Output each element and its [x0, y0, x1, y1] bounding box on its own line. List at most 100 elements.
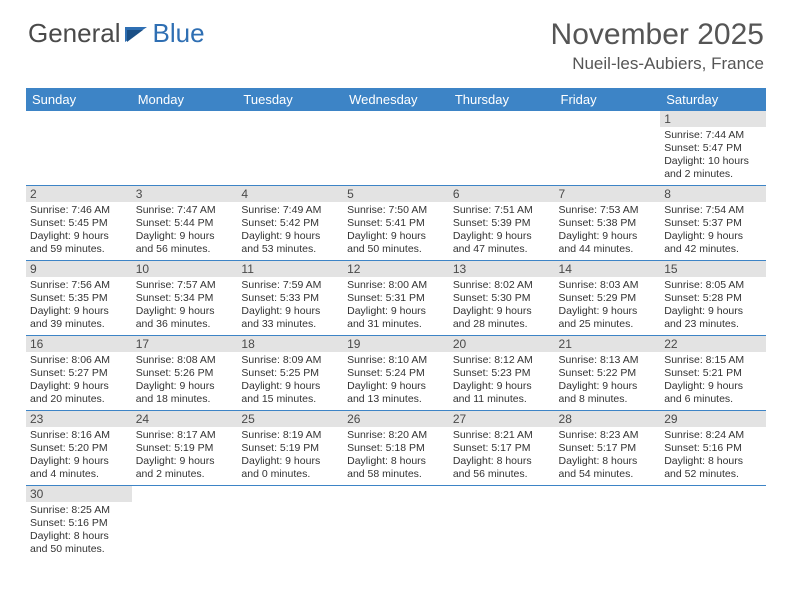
- daylight-text: Daylight: 9 hours and 8 minutes.: [559, 380, 657, 406]
- sun-info: Sunrise: 8:12 AMSunset: 5:23 PMDaylight:…: [453, 354, 551, 407]
- sun-info: Sunrise: 7:47 AMSunset: 5:44 PMDaylight:…: [136, 204, 234, 257]
- sunrise-text: Sunrise: 7:57 AM: [136, 279, 234, 292]
- sunset-text: Sunset: 5:41 PM: [347, 217, 445, 230]
- sunrise-text: Sunrise: 8:06 AM: [30, 354, 128, 367]
- sunset-text: Sunset: 5:16 PM: [664, 442, 762, 455]
- sunrise-text: Sunrise: 7:50 AM: [347, 204, 445, 217]
- day-cell-inner: 24Sunrise: 8:17 AMSunset: 5:19 PMDayligh…: [132, 411, 238, 486]
- day-cell: 16Sunrise: 8:06 AMSunset: 5:27 PMDayligh…: [26, 336, 132, 411]
- empty-cell: [132, 486, 238, 561]
- sunset-text: Sunset: 5:17 PM: [559, 442, 657, 455]
- day-cell: [555, 486, 661, 561]
- day-cell-inner: 2Sunrise: 7:46 AMSunset: 5:45 PMDaylight…: [26, 186, 132, 261]
- location-text: Nueil-les-Aubiers, France: [551, 54, 764, 74]
- day-cell-inner: 6Sunrise: 7:51 AMSunset: 5:39 PMDaylight…: [449, 186, 555, 261]
- empty-cell: [237, 486, 343, 561]
- sunrise-text: Sunrise: 8:25 AM: [30, 504, 128, 517]
- sunrise-text: Sunrise: 7:44 AM: [664, 129, 762, 142]
- sunrise-text: Sunrise: 7:51 AM: [453, 204, 551, 217]
- sun-info: Sunrise: 8:21 AMSunset: 5:17 PMDaylight:…: [453, 429, 551, 482]
- daylight-text: Daylight: 9 hours and 42 minutes.: [664, 230, 762, 256]
- daylight-text: Daylight: 9 hours and 47 minutes.: [453, 230, 551, 256]
- day-number: 22: [660, 336, 766, 352]
- sunrise-text: Sunrise: 7:56 AM: [30, 279, 128, 292]
- sunrise-text: Sunrise: 8:23 AM: [559, 429, 657, 442]
- day-number: 27: [449, 411, 555, 427]
- day-cell: 22Sunrise: 8:15 AMSunset: 5:21 PMDayligh…: [660, 336, 766, 411]
- daylight-text: Daylight: 8 hours and 54 minutes.: [559, 455, 657, 481]
- day-number: 8: [660, 186, 766, 202]
- day-cell-inner: 16Sunrise: 8:06 AMSunset: 5:27 PMDayligh…: [26, 336, 132, 411]
- day-number: 5: [343, 186, 449, 202]
- day-cell: 8 Sunrise: 7:54 AMSunset: 5:37 PMDaylight…: [660, 186, 766, 261]
- title-block: November 2025 Nueil-les-Aubiers, France: [551, 18, 764, 74]
- day-cell: [449, 486, 555, 561]
- daylight-text: Daylight: 9 hours and 11 minutes.: [453, 380, 551, 406]
- day-number: 3: [132, 186, 238, 202]
- sunset-text: Sunset: 5:45 PM: [30, 217, 128, 230]
- week-row: 2Sunrise: 7:46 AMSunset: 5:45 PMDaylight…: [26, 186, 766, 261]
- sunset-text: Sunset: 5:23 PM: [453, 367, 551, 380]
- logo: General Blue: [28, 18, 205, 49]
- sun-info: Sunrise: 8:03 AMSunset: 5:29 PMDaylight:…: [559, 279, 657, 332]
- empty-cell: [343, 486, 449, 561]
- day-cell: [343, 111, 449, 186]
- sunset-text: Sunset: 5:26 PM: [136, 367, 234, 380]
- daylight-text: Daylight: 8 hours and 52 minutes.: [664, 455, 762, 481]
- sun-info: Sunrise: 8:05 AMSunset: 5:28 PMDaylight:…: [664, 279, 762, 332]
- week-row: 9Sunrise: 7:56 AMSunset: 5:35 PMDaylight…: [26, 261, 766, 336]
- logo-text-part1: General: [28, 18, 121, 49]
- day-cell: 2Sunrise: 7:46 AMSunset: 5:45 PMDaylight…: [26, 186, 132, 261]
- week-row: 30Sunrise: 8:25 AMSunset: 5:16 PMDayligh…: [26, 486, 766, 561]
- sun-info: Sunrise: 8:13 AMSunset: 5:22 PMDaylight:…: [559, 354, 657, 407]
- day-cell: 21Sunrise: 8:13 AMSunset: 5:22 PMDayligh…: [555, 336, 661, 411]
- sunrise-text: Sunrise: 7:46 AM: [30, 204, 128, 217]
- empty-cell: [449, 486, 555, 561]
- col-header: Wednesday: [343, 88, 449, 111]
- empty-cell: [555, 486, 661, 561]
- empty-cell: [237, 111, 343, 186]
- sun-info: Sunrise: 7:44 AMSunset: 5:47 PMDaylight:…: [664, 129, 762, 182]
- day-cell: 27 Sunrise: 8:21 AMSunset: 5:17 PMDayligh…: [449, 411, 555, 486]
- day-cell: [132, 486, 238, 561]
- day-number: 12: [343, 261, 449, 277]
- day-cell-inner: 1Sunrise: 7:44 AMSunset: 5:47 PMDaylight…: [660, 111, 766, 186]
- daylight-text: Daylight: 9 hours and 39 minutes.: [30, 305, 128, 331]
- day-cell: 25Sunrise: 8:19 AMSunset: 5:19 PMDayligh…: [237, 411, 343, 486]
- sunrise-text: Sunrise: 8:03 AM: [559, 279, 657, 292]
- sunset-text: Sunset: 5:28 PM: [664, 292, 762, 305]
- daylight-text: Daylight: 9 hours and 4 minutes.: [30, 455, 128, 481]
- day-cell: 1Sunrise: 7:44 AMSunset: 5:47 PMDaylight…: [660, 111, 766, 186]
- sunrise-text: Sunrise: 8:02 AM: [453, 279, 551, 292]
- daylight-text: Daylight: 9 hours and 18 minutes.: [136, 380, 234, 406]
- day-number: 14: [555, 261, 661, 277]
- sunrise-text: Sunrise: 8:05 AM: [664, 279, 762, 292]
- empty-cell: [555, 111, 661, 186]
- daylight-text: Daylight: 9 hours and 56 minutes.: [136, 230, 234, 256]
- daylight-text: Daylight: 9 hours and 15 minutes.: [241, 380, 339, 406]
- sun-info: Sunrise: 8:24 AMSunset: 5:16 PMDaylight:…: [664, 429, 762, 482]
- daylight-text: Daylight: 9 hours and 53 minutes.: [241, 230, 339, 256]
- day-cell-inner: 12 Sunrise: 8:00 AMSunset: 5:31 PMDayligh…: [343, 261, 449, 336]
- sun-info: Sunrise: 8:00 AMSunset: 5:31 PMDaylight:…: [347, 279, 445, 332]
- day-cell-inner: 17Sunrise: 8:08 AMSunset: 5:26 PMDayligh…: [132, 336, 238, 411]
- empty-cell: [343, 111, 449, 186]
- day-number: 7: [555, 186, 661, 202]
- day-cell-inner: 5Sunrise: 7:50 AMSunset: 5:41 PMDaylight…: [343, 186, 449, 261]
- sunrise-text: Sunrise: 8:24 AM: [664, 429, 762, 442]
- sun-info: Sunrise: 8:09 AMSunset: 5:25 PMDaylight:…: [241, 354, 339, 407]
- day-cell-inner: 14 Sunrise: 8:03 AMSunset: 5:29 PMDayligh…: [555, 261, 661, 336]
- daylight-text: Daylight: 9 hours and 25 minutes.: [559, 305, 657, 331]
- day-cell-inner: 13Sunrise: 8:02 AMSunset: 5:30 PMDayligh…: [449, 261, 555, 336]
- sun-info: Sunrise: 7:56 AMSunset: 5:35 PMDaylight:…: [30, 279, 128, 332]
- day-number: 4: [237, 186, 343, 202]
- sun-info: Sunrise: 7:57 AMSunset: 5:34 PMDaylight:…: [136, 279, 234, 332]
- day-cell: 7Sunrise: 7:53 AMSunset: 5:38 PMDaylight…: [555, 186, 661, 261]
- sun-info: Sunrise: 7:54 AMSunset: 5:37 PMDaylight:…: [664, 204, 762, 257]
- sunrise-text: Sunrise: 8:10 AM: [347, 354, 445, 367]
- day-cell-inner: 10Sunrise: 7:57 AMSunset: 5:34 PMDayligh…: [132, 261, 238, 336]
- sunset-text: Sunset: 5:25 PM: [241, 367, 339, 380]
- sunset-text: Sunset: 5:27 PM: [30, 367, 128, 380]
- sunset-text: Sunset: 5:47 PM: [664, 142, 762, 155]
- day-number: 18: [237, 336, 343, 352]
